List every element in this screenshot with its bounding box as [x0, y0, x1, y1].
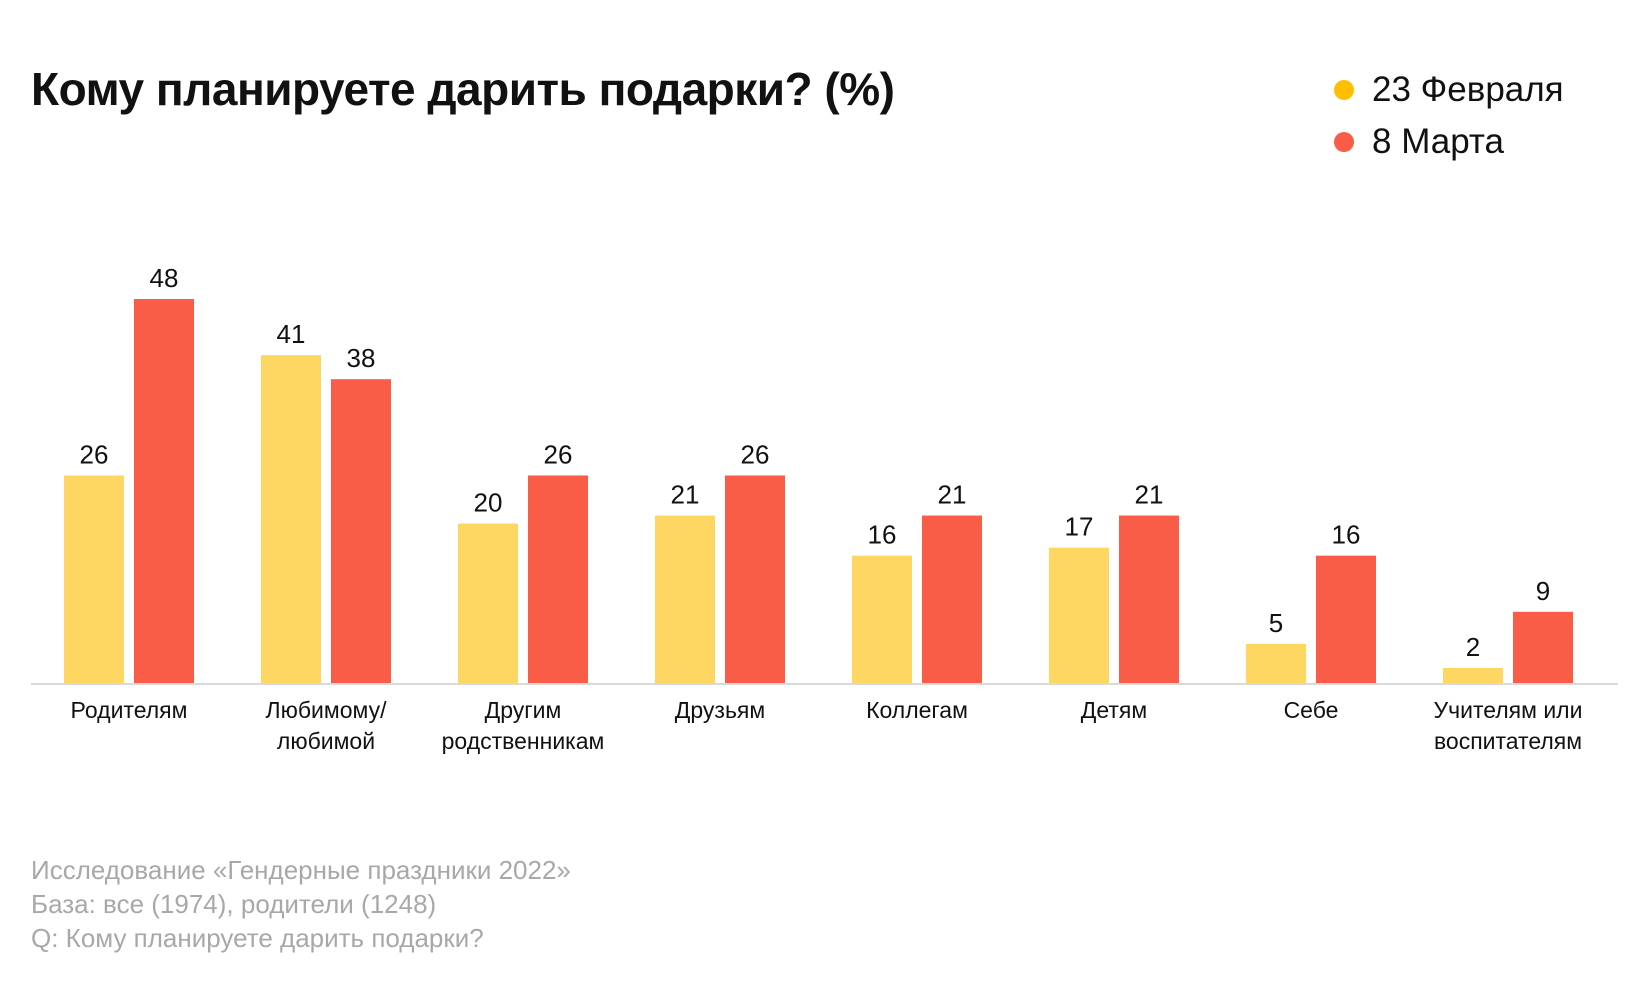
bar-23-february-4: [852, 555, 912, 684]
bar-8-march-2: [528, 475, 588, 684]
bar-23-february-0: [64, 475, 124, 684]
value-label-8-march-7: 9: [1536, 576, 1550, 606]
value-label-23-february-3: 21: [671, 480, 700, 510]
bar-8-march-3: [725, 475, 785, 684]
value-label-8-march-0: 48: [150, 263, 179, 293]
legend: 23 Февраля 8 Марта: [1334, 64, 1564, 168]
category-label-3: Друзьям: [675, 697, 765, 723]
footnotes: Исследование «Гендерные праздники 2022» …: [31, 853, 571, 955]
category-label-5: Детям: [1081, 697, 1147, 723]
legend-dot-23-february: [1334, 80, 1354, 100]
value-label-8-march-5: 21: [1135, 480, 1164, 510]
legend-dot-8-march: [1334, 132, 1354, 152]
footnote-base: База: все (1974), родители (1248): [31, 889, 437, 919]
value-label-23-february-5: 17: [1065, 512, 1094, 542]
legend-item-8-march: 8 Марта: [1334, 116, 1564, 168]
bar-8-march-4: [922, 515, 982, 684]
value-label-23-february-4: 16: [868, 520, 897, 550]
value-label-8-march-2: 26: [544, 439, 573, 469]
bar-23-february-6: [1246, 643, 1306, 684]
bar-23-february-1: [261, 355, 321, 684]
category-label-4: Коллегам: [866, 697, 968, 723]
footnote-question: Q: Кому планируете дарить подарки?: [31, 923, 484, 953]
bar-23-february-2: [458, 523, 518, 684]
category-label-6: Себе: [1284, 697, 1339, 723]
value-label-23-february-6: 5: [1269, 608, 1283, 638]
bar-23-february-5: [1049, 547, 1109, 684]
category-label-2: Другим родственникам: [442, 697, 605, 754]
legend-label-8-march: 8 Марта: [1372, 122, 1505, 161]
chart-title: Кому планируете дарить подарки? (%): [31, 63, 895, 115]
legend-label-23-february: 23 Февраля: [1372, 70, 1564, 109]
value-label-23-february-2: 20: [474, 488, 503, 518]
value-label-8-march-1: 38: [347, 343, 376, 373]
bar-8-march-5: [1119, 515, 1179, 684]
category-label-1: Любимому/любимой: [266, 697, 388, 754]
bar-8-march-6: [1316, 555, 1376, 684]
category-label-0: Родителям: [71, 697, 188, 723]
value-label-8-march-4: 21: [938, 480, 967, 510]
category-label-7: Учителям или воспитателям: [1434, 697, 1583, 754]
value-label-23-february-7: 2: [1466, 632, 1480, 662]
value-label-8-march-3: 26: [741, 439, 770, 469]
bar-23-february-3: [655, 515, 715, 684]
bar-8-march-1: [331, 379, 391, 684]
bar-8-march-0: [134, 299, 194, 684]
legend-item-23-february: 23 Февраля: [1334, 64, 1564, 116]
footnote-study: Исследование «Гендерные праздники 2022»: [31, 855, 571, 885]
value-label-23-february-0: 26: [80, 439, 109, 469]
bar-8-march-7: [1513, 611, 1573, 684]
value-label-23-february-1: 41: [277, 319, 306, 349]
value-label-8-march-6: 16: [1332, 520, 1361, 550]
bar-23-february-7: [1443, 667, 1503, 684]
